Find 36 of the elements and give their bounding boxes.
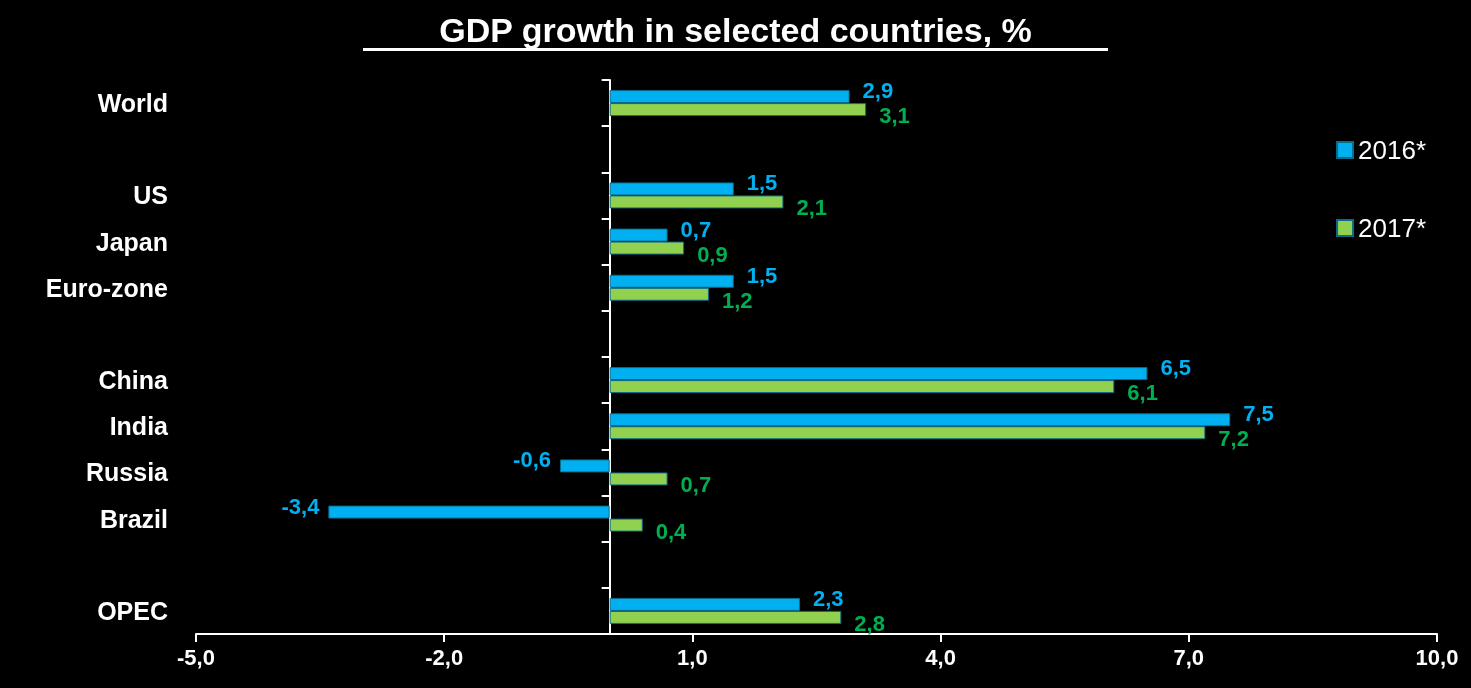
y-tick-label: Japan (95, 227, 168, 256)
y-tick-label: Euro-zone (45, 273, 169, 302)
x-tick-label: 7,0 (1173, 644, 1205, 670)
data-label: -0,6 (513, 447, 552, 473)
data-label: 0,7 (680, 216, 712, 242)
data-label: 1,2 (721, 287, 753, 313)
data-label: 2,8 (854, 610, 885, 636)
x-tick-label: -5,0 (177, 644, 215, 670)
legend-label: 2017* (1358, 213, 1427, 243)
data-label: 0,4 (655, 518, 688, 544)
y-tick-label: Brazil (99, 504, 168, 533)
y-tick-label: Russia (86, 458, 170, 487)
data-label: 6,5 (1160, 355, 1192, 381)
data-label: 1,5 (746, 170, 778, 196)
y-tick-label: US (133, 181, 168, 210)
y-tick-label: India (109, 412, 170, 441)
data-label: 1,5 (746, 262, 778, 288)
data-label: 3,1 (879, 103, 910, 129)
data-label: 2,3 (812, 585, 844, 611)
data-label: 6,1 (1127, 380, 1158, 406)
data-label: 0,7 (680, 472, 712, 498)
x-tick-label: -2,0 (425, 644, 464, 670)
data-label: 7,5 (1243, 401, 1274, 427)
x-tick-label: 10,0 (1415, 644, 1459, 670)
y-tick-label: World (97, 89, 168, 118)
data-label: 7,2 (1218, 426, 1249, 452)
legend-label: 2016* (1358, 135, 1427, 165)
chart-title: GDP growth in selected countries, % (439, 11, 1032, 49)
y-tick-label: OPEC (97, 596, 168, 625)
data-label: 2,1 (796, 195, 827, 221)
data-label: -3,4 (281, 493, 321, 519)
data-label: 2,9 (862, 78, 894, 104)
y-tick-label: China (98, 366, 170, 395)
x-tick-label: 4,0 (925, 644, 956, 670)
data-label: 0,9 (697, 241, 728, 267)
x-tick-label: 1,0 (677, 644, 708, 670)
